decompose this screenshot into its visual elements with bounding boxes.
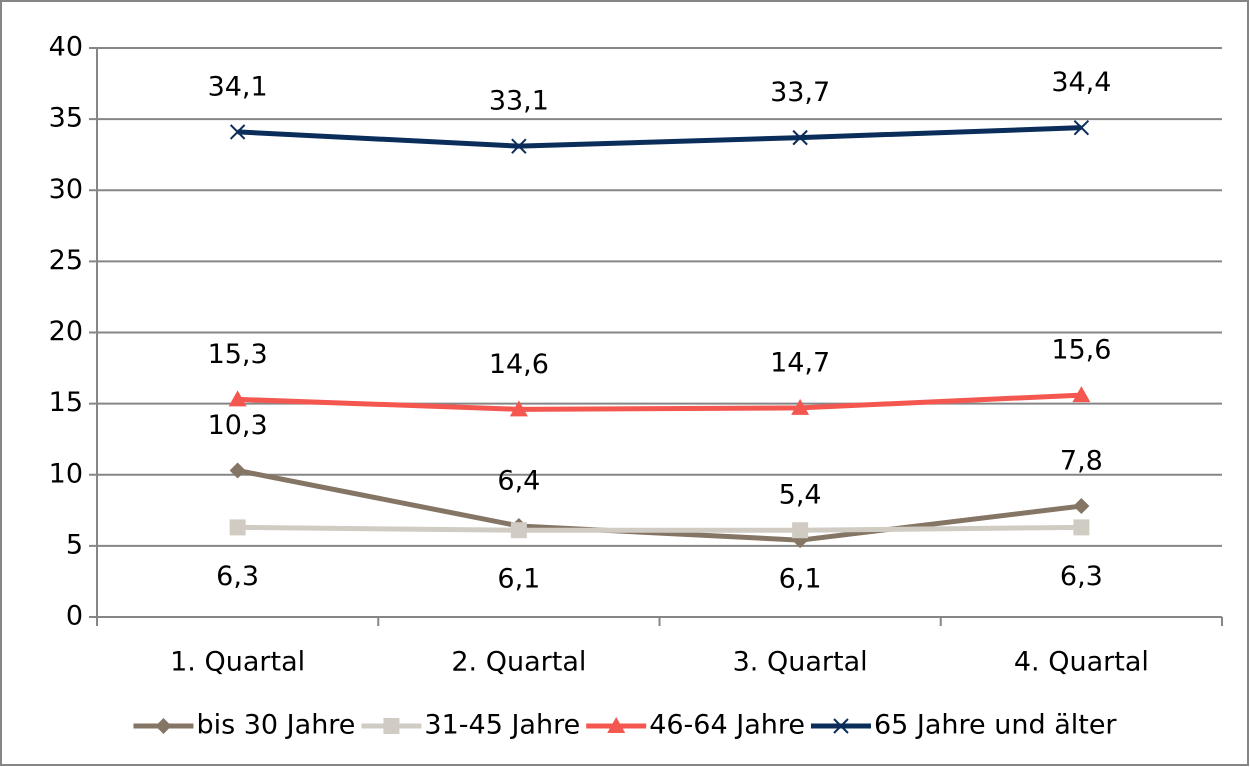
marker [229, 462, 246, 479]
data-label: 15,6 [1051, 335, 1111, 366]
x-tick-label: 1. Quartal [170, 647, 305, 678]
marker [1073, 498, 1090, 515]
legend-label: 65 Jahre und älter [874, 710, 1117, 741]
marker [229, 124, 246, 140]
marker [1073, 119, 1090, 136]
data-label: 6,3 [1060, 561, 1103, 592]
y-tick-label: 20 [49, 316, 83, 347]
data-label: 5,4 [779, 480, 822, 511]
y-tick-label: 15 [49, 387, 83, 418]
data-label: 6,3 [216, 561, 259, 592]
marker [510, 522, 527, 539]
y-tick-label: 40 [49, 32, 83, 63]
marker [511, 138, 527, 154]
data-label: 10,3 [208, 410, 268, 441]
data-label: 7,8 [1060, 446, 1103, 477]
legend-label: 46-64 Jahre [649, 710, 805, 741]
marker [155, 718, 172, 734]
data-label: 6,1 [497, 564, 540, 595]
data-label: 15,3 [208, 339, 268, 370]
x-tick-label: 2. Quartal [451, 647, 586, 678]
x-tick-label: 3. Quartal [733, 647, 868, 678]
data-label: 6,4 [497, 465, 540, 496]
y-tick-label: 5 [66, 529, 83, 560]
marker [383, 718, 400, 734]
marker [228, 390, 247, 407]
marker [509, 400, 528, 417]
x-tick-label: 4. Quartal [1014, 647, 1149, 678]
data-label: 33,7 [770, 77, 830, 108]
y-tick-label: 0 [66, 601, 83, 632]
marker [1073, 519, 1090, 536]
marker [1072, 386, 1091, 403]
marker [229, 519, 246, 536]
y-tick-label: 30 [49, 174, 83, 205]
legend: bis 30 Jahre 31-45 Jahre 46-64 Jahre 65 Jah… [133, 710, 1117, 741]
series-line [237, 392, 1082, 412]
marker [833, 718, 849, 734]
series-line [237, 524, 1082, 533]
series-line [237, 468, 1082, 543]
y-tick-label: 10 [49, 458, 83, 489]
data-label: 34,1 [208, 71, 268, 102]
legend-label: bis 30 Jahre [196, 710, 355, 741]
y-tick-label: 35 [49, 103, 83, 134]
legend-label: 31-45 Jahre [424, 710, 580, 741]
marker [792, 129, 808, 146]
series-line [237, 125, 1082, 149]
data-label: 34,4 [1051, 67, 1111, 98]
data-label: 6,1 [779, 564, 822, 595]
y-tick-label: 25 [49, 245, 83, 276]
data-label: 33,1 [489, 86, 549, 117]
marker [791, 398, 810, 415]
data-label: 14,6 [489, 349, 549, 380]
data-label: 14,7 [770, 347, 830, 378]
marker [792, 522, 809, 539]
marker [607, 717, 626, 733]
